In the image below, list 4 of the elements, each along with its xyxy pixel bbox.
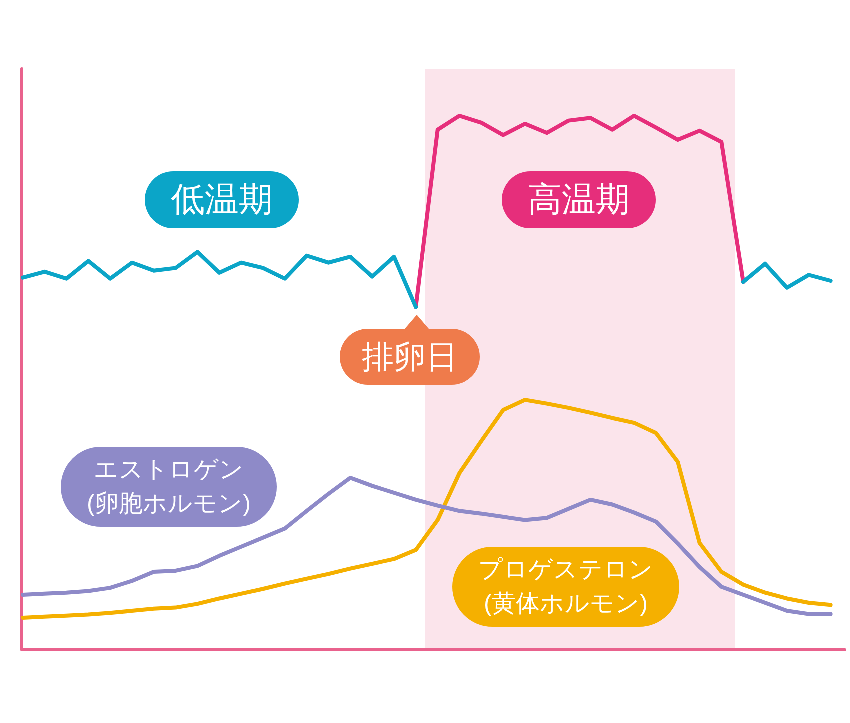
series-label: 高温期 <box>528 181 630 219</box>
series-label: 低温期 <box>171 181 273 219</box>
series-label: エストロゲン (卵胞ホルモン) <box>87 456 251 518</box>
annotation: 排卵日 <box>362 339 458 375</box>
